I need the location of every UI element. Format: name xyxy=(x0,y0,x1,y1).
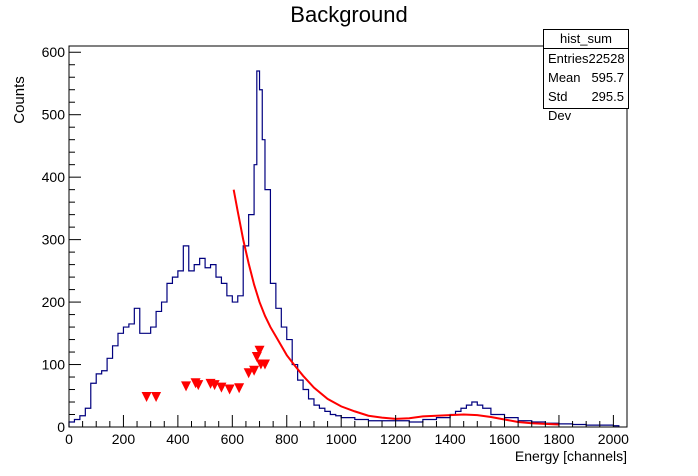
stats-row-stddev: Std Dev 295.5 xyxy=(544,87,628,123)
data-marker xyxy=(234,383,245,394)
stats-value: 295.5 xyxy=(591,89,624,104)
y-tick-label: 0 xyxy=(57,419,65,435)
data-marker xyxy=(141,392,152,403)
x-tick-label: 1600 xyxy=(489,431,520,447)
stats-value: 595.7 xyxy=(591,70,624,85)
y-axis: 0 100 200 300 400 500 600 xyxy=(42,44,81,435)
stats-label: Mean xyxy=(548,70,581,85)
y-axis-label: Counts xyxy=(11,76,28,124)
x-tick-label: 1800 xyxy=(543,431,574,447)
data-marker xyxy=(151,392,162,403)
stats-label: Std Dev xyxy=(548,89,572,123)
data-marker xyxy=(181,381,192,392)
data-marker xyxy=(259,359,270,370)
x-tick-label: 2000 xyxy=(598,431,629,447)
data-marker xyxy=(254,345,265,356)
data-marker xyxy=(216,382,227,393)
y-tick-label: 400 xyxy=(42,169,66,185)
y-tick-label: 200 xyxy=(42,294,66,310)
x-tick-label: 200 xyxy=(112,431,136,447)
stats-row-mean: Mean 595.7 xyxy=(544,68,628,87)
stats-row-entries: Entries 22528 xyxy=(544,49,628,68)
data-marker xyxy=(243,368,254,379)
x-tick-label: 600 xyxy=(221,431,245,447)
stats-value: 22528 xyxy=(588,51,625,66)
data-marker xyxy=(193,380,204,391)
x-axis: 0 200 400 600 800 1000 1200 1400 1600 1800 2000 xyxy=(65,415,629,447)
y-tick-label: 100 xyxy=(42,357,66,373)
chart-title: Background xyxy=(290,2,407,27)
fit-curve xyxy=(232,189,559,426)
x-tick-label: 1000 xyxy=(326,431,357,447)
x-axis-label: Energy [channels] xyxy=(515,448,627,464)
y-tick-label: 600 xyxy=(42,44,66,60)
plot-area xyxy=(68,70,620,427)
x-tick-label: 400 xyxy=(166,431,190,447)
y-tick-label: 500 xyxy=(42,107,66,123)
histogram-series xyxy=(68,70,620,427)
plot-frame xyxy=(68,45,628,428)
x-tick-label: 800 xyxy=(275,431,299,447)
x-tick-label: 1400 xyxy=(434,431,465,447)
y-tick-label: 300 xyxy=(42,232,66,248)
stats-label: Entries xyxy=(548,51,589,66)
x-tick-label: 0 xyxy=(65,431,73,447)
data-marker xyxy=(224,384,235,395)
stats-title: hist_sum xyxy=(544,30,628,49)
data-marker xyxy=(249,365,260,376)
x-tick-label: 1200 xyxy=(380,431,411,447)
stats-box: hist_sum Entries 22528 Mean 595.7 Std De… xyxy=(543,29,629,123)
